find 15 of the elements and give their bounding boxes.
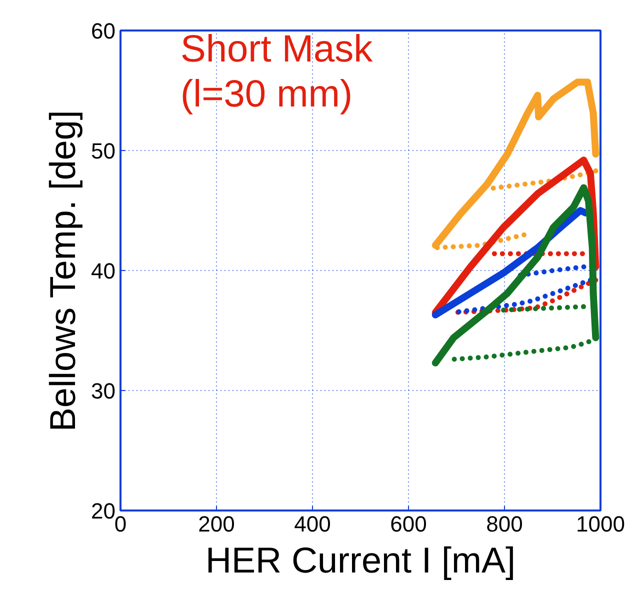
y-tick-label: 50 bbox=[91, 138, 116, 164]
x-tick-label: 1000 bbox=[576, 512, 625, 536]
y-tick-label: 20 bbox=[91, 498, 116, 524]
x-tick-label: 600 bbox=[390, 512, 427, 536]
x-tick-label: 200 bbox=[198, 512, 235, 536]
x-tick-label: 0 bbox=[114, 512, 127, 536]
x-tick-label: 800 bbox=[486, 512, 523, 536]
x-tick-label: 400 bbox=[294, 512, 331, 536]
y-tick-label: 30 bbox=[91, 378, 116, 404]
x-axis-title: HER Current I [mA] bbox=[205, 540, 516, 580]
y-tick-label: 40 bbox=[91, 258, 116, 284]
annotation: Short Mask bbox=[180, 28, 374, 70]
annotation: (l=30 mm) bbox=[180, 74, 353, 116]
y-tick-label: 60 bbox=[91, 18, 116, 44]
y-axis-title: Bellows Temp. [deg] bbox=[42, 110, 84, 432]
